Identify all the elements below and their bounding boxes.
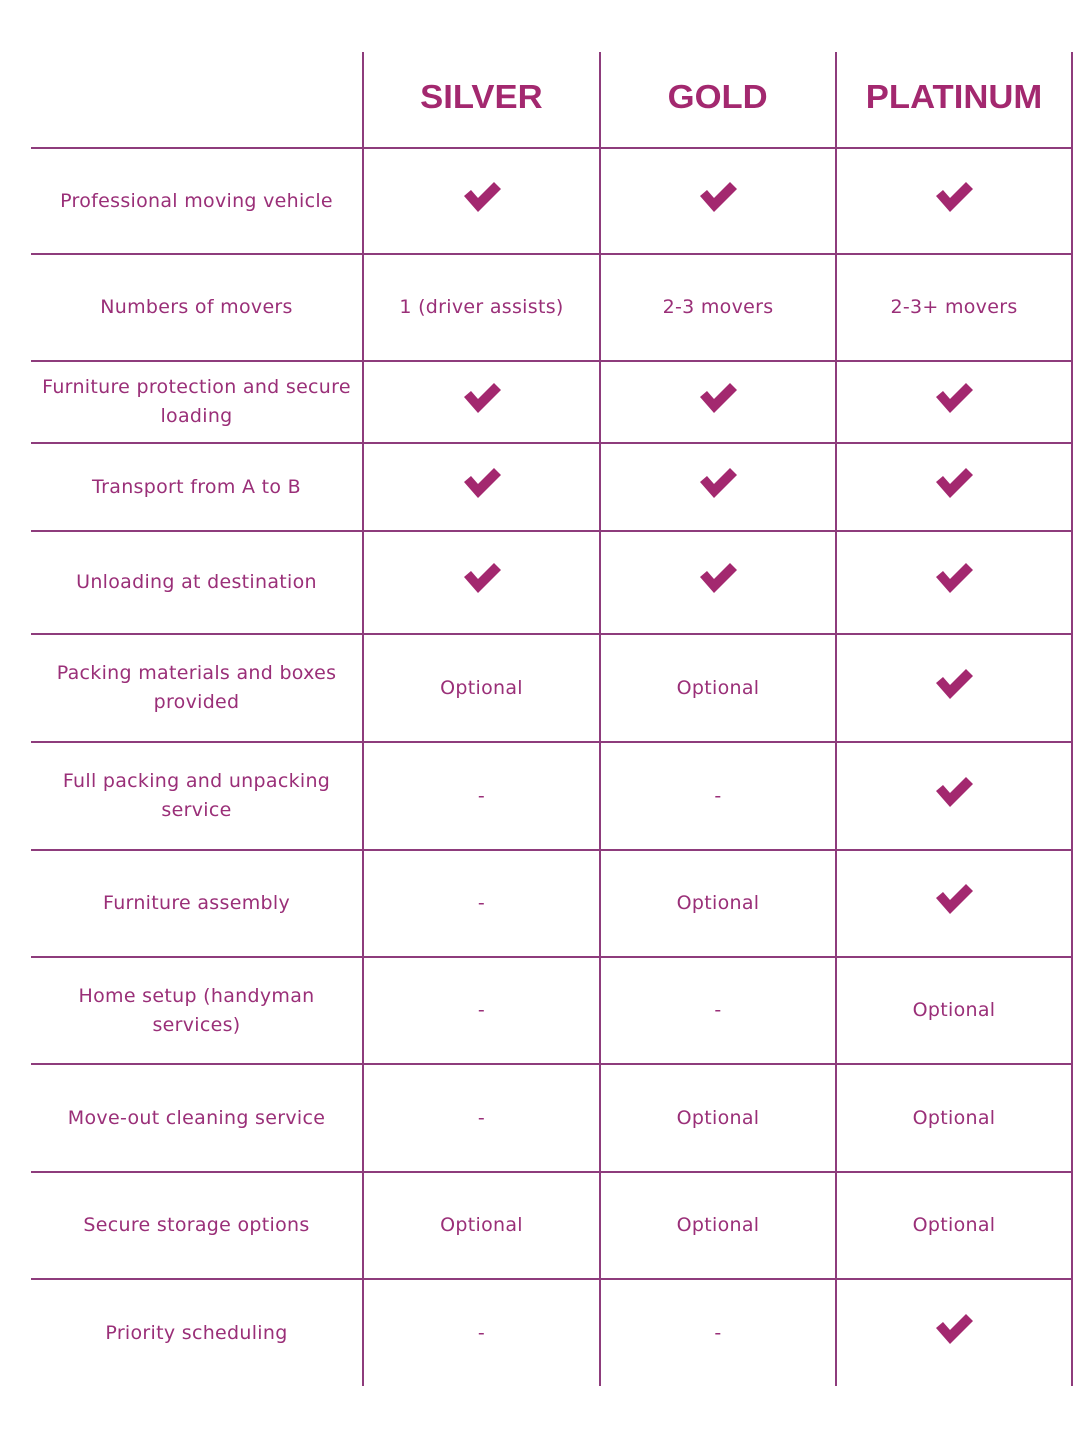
feature-label: Professional moving vehicle: [31, 147, 363, 254]
tier-cell-silver: -: [362, 1278, 600, 1386]
tier-cell-gold: -: [599, 741, 836, 850]
check-icon: [934, 668, 974, 700]
check-icon: [698, 562, 738, 594]
feature-label: Secure storage options: [31, 1171, 363, 1279]
pricing-comparison-table: SILVER GOLD PLATINUM Professional moving…: [31, 52, 1073, 1386]
tier-cell-silver: [362, 360, 600, 443]
table-row: Full packing and unpacking service - -: [31, 741, 1073, 850]
feature-label: Numbers of movers: [31, 253, 363, 361]
feature-label: Furniture protection and secure loading: [31, 360, 363, 443]
table-row: Move-out cleaning service - Optional Option…: [31, 1063, 1073, 1172]
feature-label: Unloading at destination: [31, 530, 363, 634]
check-icon: [934, 883, 974, 915]
table-row: Secure storage options Optional Optional Op…: [31, 1171, 1073, 1279]
tier-cell-silver: Optional: [362, 633, 600, 742]
feature-label: Transport from A to B: [31, 442, 363, 531]
table-row: Packing materials and boxes provided Opti…: [31, 633, 1073, 742]
tier-cell-silver: -: [362, 956, 600, 1064]
header-row: SILVER GOLD PLATINUM: [31, 52, 1073, 148]
table-row: Numbers of movers 1 (driver assists) 2-3 m…: [31, 253, 1073, 361]
check-icon: [934, 562, 974, 594]
check-icon: [934, 467, 974, 499]
tier-cell-silver: [362, 147, 600, 254]
tier-cell-silver: Optional: [362, 1171, 600, 1279]
check-icon: [698, 382, 738, 414]
tier-cell-gold: Optional: [599, 1171, 836, 1279]
header-empty-cell: [31, 52, 363, 148]
feature-label: Home setup (handyman services): [31, 956, 363, 1064]
check-icon: [462, 382, 502, 414]
check-icon: [698, 181, 738, 213]
feature-label: Priority scheduling: [31, 1278, 363, 1386]
tier-cell-gold: [599, 360, 836, 443]
table-row: Unloading at destination: [31, 530, 1073, 634]
tier-cell-platinum: [835, 442, 1073, 531]
tier-cell-gold: [599, 442, 836, 531]
table-row: Home setup (handyman services) - - Optional: [31, 956, 1073, 1064]
tier-header-gold: GOLD: [599, 52, 836, 148]
tier-header-platinum: PLATINUM: [835, 52, 1073, 148]
tier-cell-platinum: [835, 741, 1073, 850]
table-row: Priority scheduling - -: [31, 1278, 1073, 1386]
tier-cell-gold: -: [599, 956, 836, 1064]
tier-cell-silver: -: [362, 849, 600, 957]
check-icon: [462, 562, 502, 594]
tier-cell-silver: -: [362, 741, 600, 850]
check-icon: [934, 382, 974, 414]
tier-cell-platinum: [835, 633, 1073, 742]
tier-cell-silver: [362, 442, 600, 531]
tier-cell-platinum: [835, 360, 1073, 443]
tier-cell-gold: [599, 530, 836, 634]
tier-cell-gold: [599, 147, 836, 254]
tier-cell-silver: [362, 530, 600, 634]
tier-cell-platinum: [835, 147, 1073, 254]
tier-cell-platinum: Optional: [835, 1063, 1073, 1172]
tier-cell-platinum: Optional: [835, 956, 1073, 1064]
tier-cell-platinum: 2-3+ movers: [835, 253, 1073, 361]
check-icon: [462, 181, 502, 213]
feature-label: Move-out cleaning service: [31, 1063, 363, 1172]
check-icon: [934, 1313, 974, 1345]
check-icon: [462, 467, 502, 499]
tier-cell-silver: -: [362, 1063, 600, 1172]
tier-cell-gold: -: [599, 1278, 836, 1386]
tier-cell-platinum: [835, 1278, 1073, 1386]
feature-label: Packing materials and boxes provided: [31, 633, 363, 742]
table-row: Professional moving vehicle: [31, 147, 1073, 254]
tier-cell-gold: Optional: [599, 1063, 836, 1172]
tier-cell-gold: Optional: [599, 849, 836, 957]
table-row: Furniture assembly - Optional: [31, 849, 1073, 957]
feature-label: Furniture assembly: [31, 849, 363, 957]
check-icon: [934, 181, 974, 213]
feature-label: Full packing and unpacking service: [31, 741, 363, 850]
table-row: Transport from A to B: [31, 442, 1073, 531]
tier-header-silver: SILVER: [362, 52, 600, 148]
tier-cell-gold: Optional: [599, 633, 836, 742]
tier-cell-platinum: [835, 530, 1073, 634]
tier-cell-platinum: [835, 849, 1073, 957]
tier-cell-platinum: Optional: [835, 1171, 1073, 1279]
table-row: Furniture protection and secure loading: [31, 360, 1073, 443]
check-icon: [698, 467, 738, 499]
tier-cell-gold: 2-3 movers: [599, 253, 836, 361]
tier-cell-silver: 1 (driver assists): [362, 253, 600, 361]
check-icon: [934, 776, 974, 808]
